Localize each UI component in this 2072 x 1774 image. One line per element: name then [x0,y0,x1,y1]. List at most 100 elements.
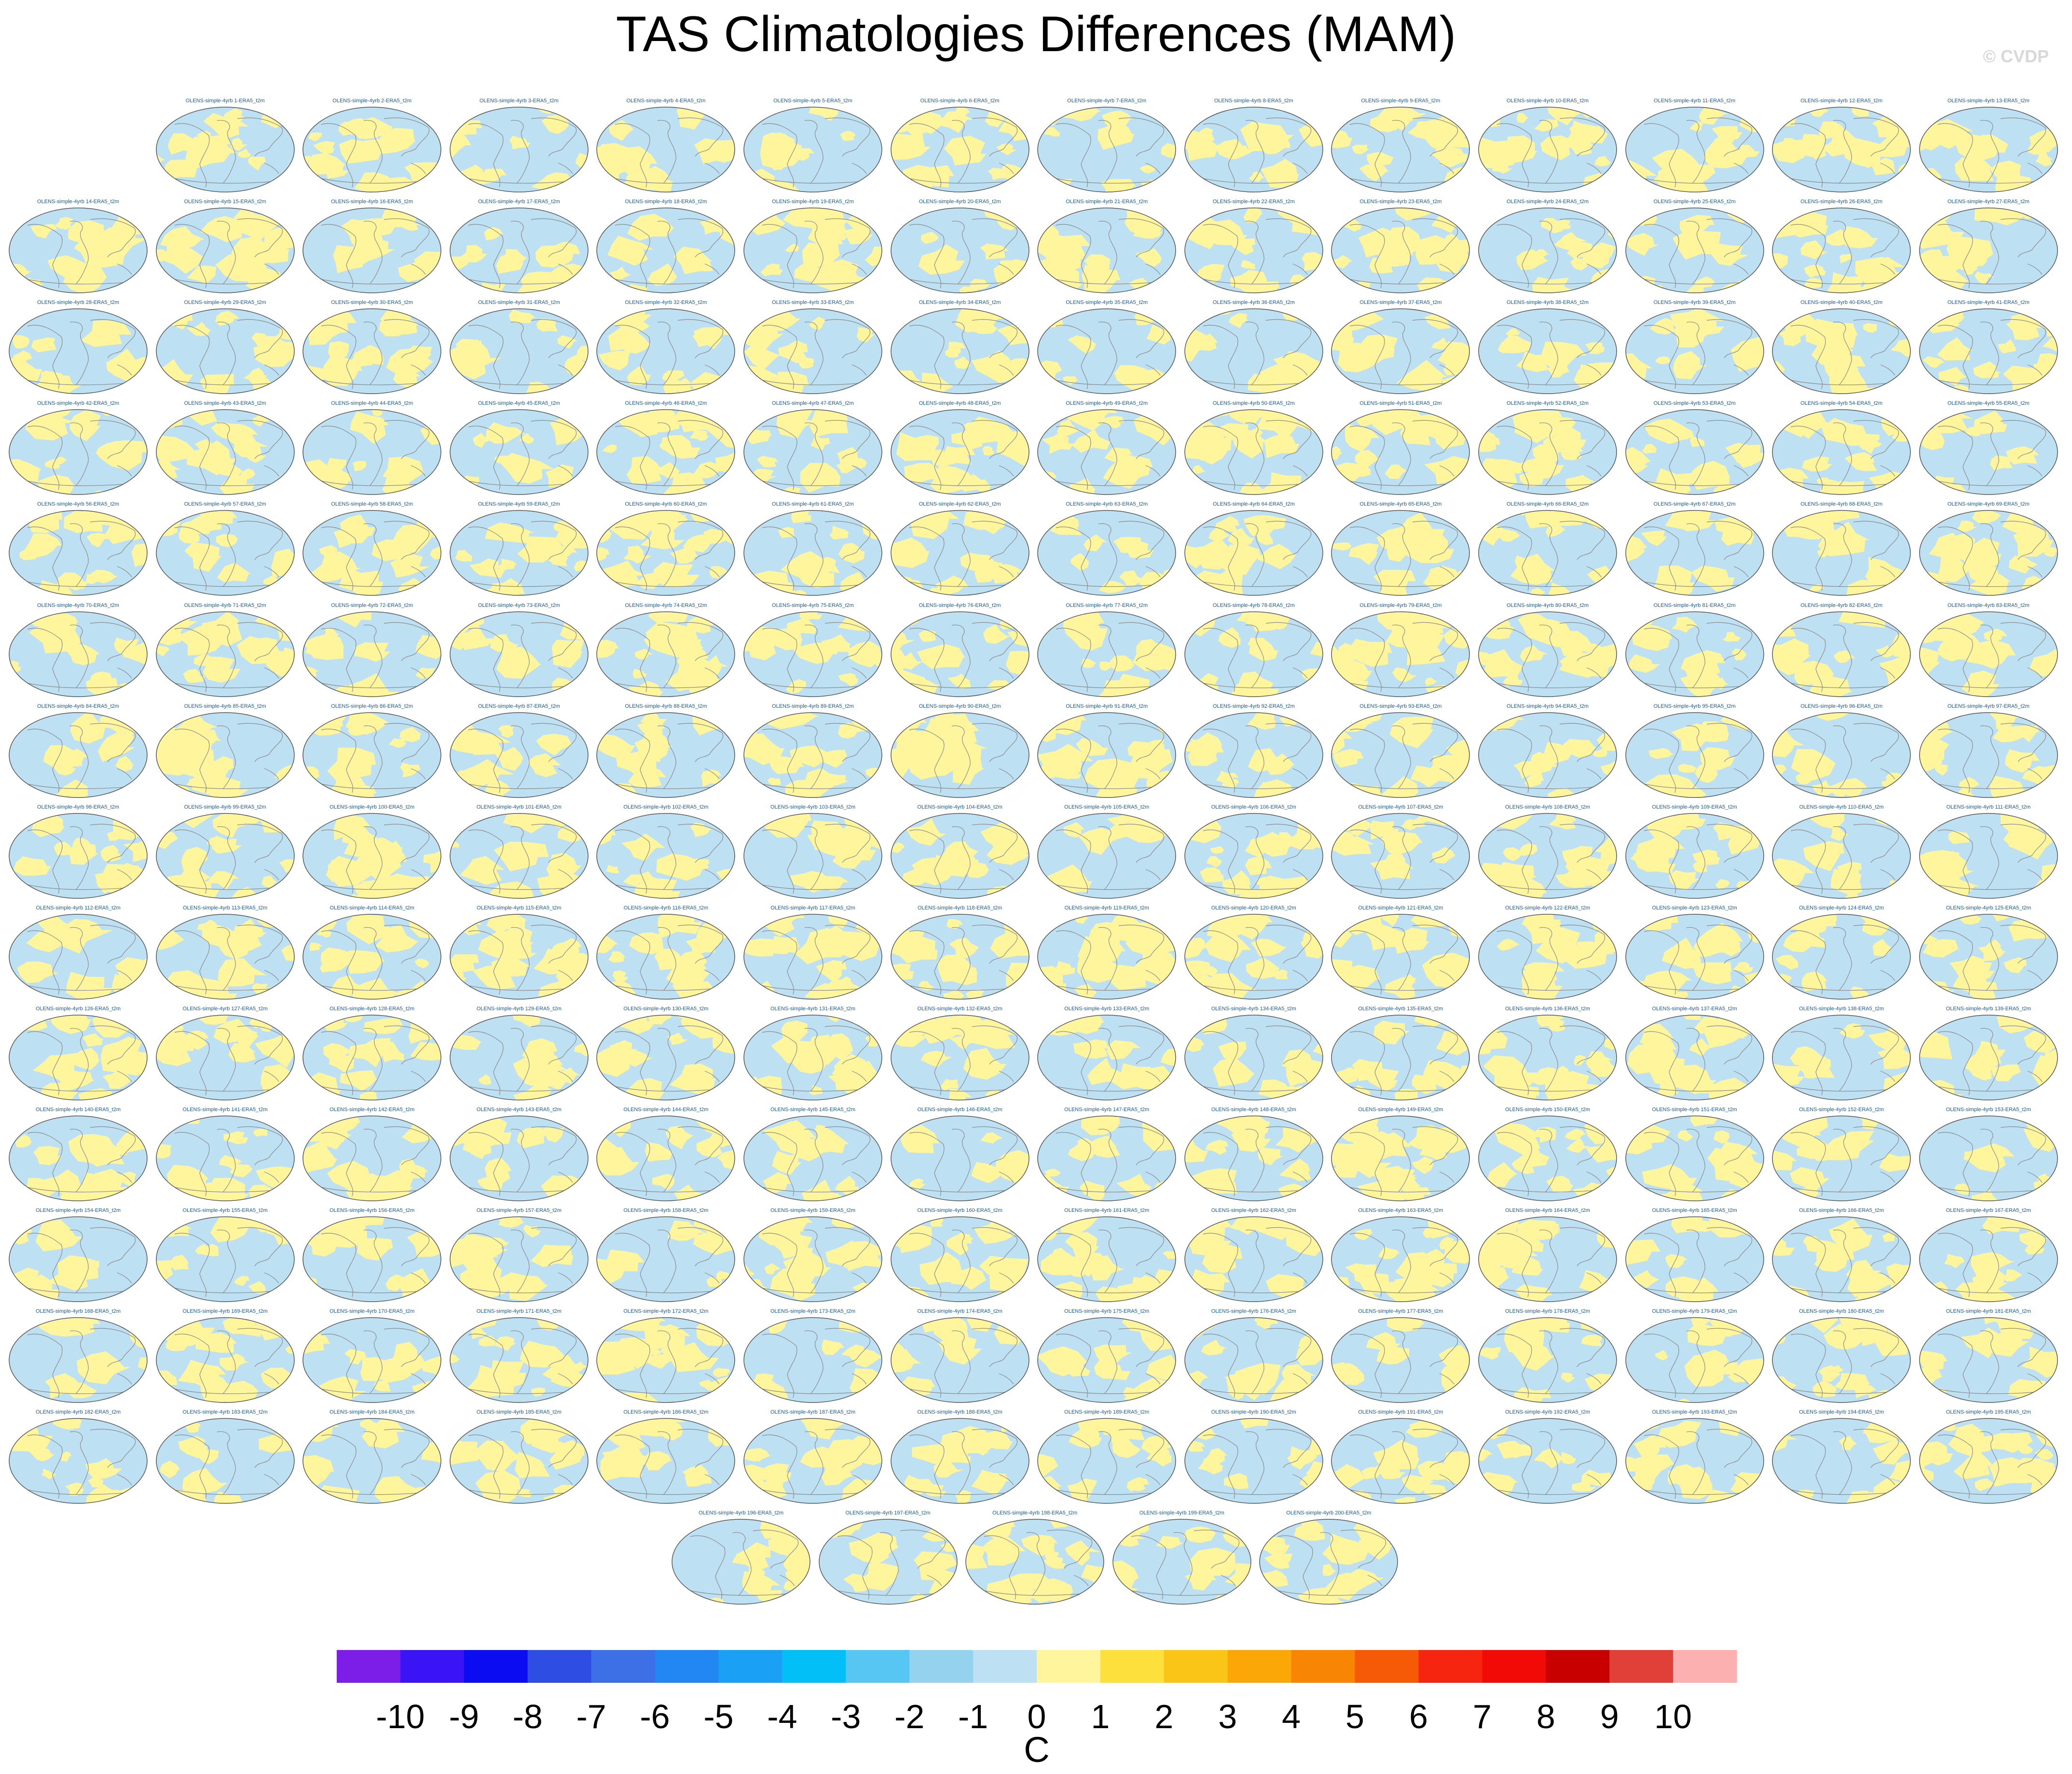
warm-anomaly-region [1885,1390,1909,1403]
map-panel: OLENS-simple-4yrb 155-ERA5_t2m [153,1206,298,1307]
world-map [743,1418,882,1504]
warm-anomaly-region [1214,516,1239,532]
warm-anomaly-region [1257,1147,1283,1166]
coastline [1791,824,1899,894]
warm-anomaly-region [1820,479,1868,495]
map-outline [1331,1015,1470,1100]
warm-anomaly-region [1043,1556,1066,1569]
warm-anomaly-region [1946,236,1994,274]
warm-anomaly-region [1183,1526,1217,1543]
coastline [1203,924,1311,994]
world-map [596,914,736,1000]
world-map [155,1216,295,1302]
warm-anomaly-region [1990,160,2021,186]
map-panel-label: OLENS-simple-4yrb 61-ERA5_t2m [772,501,854,508]
warm-anomaly-region [15,1134,32,1148]
coastline [1131,1530,1239,1600]
world-map [9,812,148,899]
map-panel: OLENS-simple-4yrb 195-ERA5_t2m [1916,1408,2061,1509]
coastline [615,1328,724,1398]
warm-anomaly-region [922,865,942,880]
warm-anomaly-region [1038,309,1064,329]
warm-anomaly-region [1673,991,1688,999]
world-map [1772,107,1911,193]
map-panel-label: OLENS-simple-4yrb 168-ERA5_t2m [35,1308,121,1315]
map-panel: OLENS-simple-4yrb 118-ERA5_t2m [888,904,1032,1005]
map-panel: OLENS-simple-4yrb 175-ERA5_t2m [1034,1307,1179,1408]
colorbar-tick-label: 9 [1600,1698,1619,1735]
warm-anomaly-region [866,1573,887,1587]
world-map [596,1015,736,1100]
warm-anomaly-region [1374,1020,1411,1045]
world-map [302,1418,441,1504]
world-map [1184,914,1323,1000]
warm-anomaly-region [613,970,629,982]
warm-anomaly-region [398,261,438,282]
map-panel: OLENS-simple-4yrb 139-ERA5_t2m [1916,1004,2061,1106]
coastline [468,218,576,289]
warm-anomaly-region [1185,1287,1208,1302]
warm-anomaly-region [960,474,984,492]
warm-anomaly-region [1381,914,1400,926]
map-panel: OLENS-simple-4yrb 123-ERA5_t2m [1622,904,1767,1005]
map-panel: OLENS-simple-4yrb 152-ERA5_t2m [1769,1105,1914,1207]
warm-anomaly-region [1005,650,1029,675]
world-map [1772,1418,1911,1504]
warm-anomaly-region [1830,868,1863,895]
warm-anomaly-region [1628,654,1660,673]
coastline [762,723,871,793]
warm-anomaly-region [1070,553,1089,571]
warm-anomaly-region [1291,209,1323,235]
map-outline [1184,207,1323,293]
warm-anomaly-region [1953,1451,1994,1480]
map-panel-label: OLENS-simple-4yrb 180-ERA5_t2m [1799,1308,1884,1315]
world-map [1478,1216,1617,1302]
map-panel: OLENS-simple-4yrb 59-ERA5_t2m [447,500,591,601]
warm-anomaly-region [2042,335,2058,352]
map-outline [1037,611,1176,697]
world-map [743,107,882,193]
map-panel-label: OLENS-simple-4yrb 72-ERA5_t2m [331,602,413,608]
map-panel-label: OLENS-simple-4yrb 146-ERA5_t2m [917,1107,1002,1113]
warm-anomaly-region [399,727,422,742]
coastline [1350,723,1458,793]
world-map [1331,1418,1470,1504]
warm-anomaly-region [138,1357,147,1372]
map-outline [302,308,441,394]
warm-anomaly-region [1349,463,1371,477]
map-panel-label: OLENS-simple-4yrb 4-ERA5_t2m [626,98,706,104]
warm-anomaly-region [450,1238,488,1270]
warm-anomaly-region [1332,542,1352,551]
warm-anomaly-region [1479,1448,1493,1462]
warm-anomaly-region [66,972,114,999]
coastline [174,824,283,894]
map-panel: OLENS-simple-4yrb 192-ERA5_t2m [1475,1408,1620,1509]
warm-anomaly-region [77,1351,131,1385]
warm-anomaly-region [1294,1520,1326,1541]
warm-anomaly-region [1954,1183,1970,1195]
warm-anomaly-region [1503,672,1523,687]
world-map [596,712,736,798]
warm-anomaly-region [609,120,634,141]
warm-anomaly-region [954,968,971,978]
warm-anomaly-region [552,677,581,694]
coastline [174,319,283,389]
warm-anomaly-region [102,1463,115,1476]
warm-anomaly-region [941,843,978,876]
warm-anomaly-region [610,266,632,281]
warm-anomaly-region [1425,677,1439,686]
warm-anomaly-region [213,1018,257,1044]
warm-anomaly-region [1000,1418,1021,1432]
coastline [1056,117,1165,188]
warm-anomaly-region [406,345,432,361]
warm-anomaly-region [1190,937,1206,949]
warm-anomaly-region [905,309,919,317]
map-panel: OLENS-simple-4yrb 115-ERA5_t2m [447,904,591,1005]
map-panel: OLENS-simple-4yrb 89-ERA5_t2m [741,702,885,803]
warm-anomaly-region [1586,1494,1614,1504]
warm-anomaly-region [160,1460,180,1479]
warm-anomaly-region [629,932,664,954]
world-map [1112,1519,1251,1605]
warm-anomaly-region [645,1142,673,1162]
warm-anomaly-region [1194,127,1215,143]
